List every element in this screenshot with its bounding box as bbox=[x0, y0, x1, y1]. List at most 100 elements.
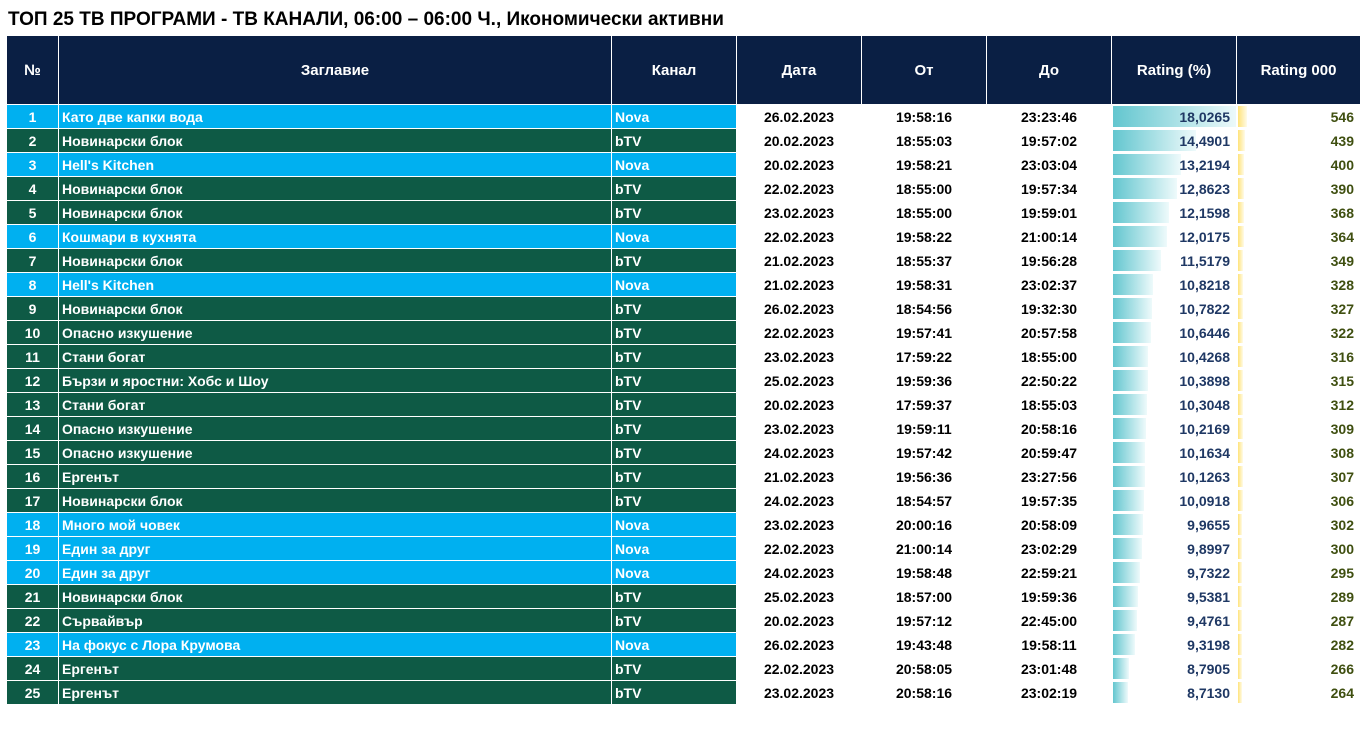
row-date: 23.02.2023 bbox=[736, 416, 862, 441]
row-to: 19:59:01 bbox=[986, 200, 1112, 225]
rating-000-value: 439 bbox=[1330, 132, 1354, 149]
header-to: До bbox=[986, 35, 1112, 105]
row-channel: bTV bbox=[611, 200, 737, 225]
row-channel: bTV bbox=[611, 440, 737, 465]
header-from: От bbox=[861, 35, 987, 105]
row-channel: bTV bbox=[611, 344, 737, 369]
rating-000-value: 287 bbox=[1330, 612, 1354, 629]
rating-000-value: 368 bbox=[1330, 204, 1354, 221]
rating-value: 8,7130 bbox=[1187, 684, 1230, 701]
header-channel: Канал bbox=[611, 35, 737, 105]
row-rating-percent: 13,2194 bbox=[1111, 152, 1237, 177]
row-rating-000: 368 bbox=[1236, 200, 1361, 225]
row-rating-000: 312 bbox=[1236, 392, 1361, 417]
row-rating-000: 289 bbox=[1236, 584, 1361, 609]
row-rating-percent: 8,7130 bbox=[1111, 680, 1237, 705]
rating-000-bar bbox=[1238, 658, 1242, 679]
table-row: 12 Бързи и яростни: Хобс и Шоу bTV 25.02.20… bbox=[6, 368, 1361, 393]
table-row: 3 Hell's Kitchen Nova 20.02.2023 19:58:21 23:… bbox=[6, 152, 1361, 177]
table-row: 4 Новинарски блок bTV 22.02.2023 18:55:00 19:… bbox=[6, 176, 1361, 201]
row-title: Ергенът bbox=[58, 656, 612, 681]
rating-value: 12,8623 bbox=[1179, 180, 1230, 197]
row-number: 8 bbox=[6, 272, 59, 297]
ratings-table: № Заглавие Канал Дата От До Rating (%) R… bbox=[6, 35, 1361, 705]
rating-value: 10,6446 bbox=[1179, 324, 1230, 341]
rating-bar bbox=[1113, 442, 1146, 463]
row-title: Кошмари в кухнята bbox=[58, 224, 612, 249]
row-rating-percent: 12,8623 bbox=[1111, 176, 1237, 201]
row-to: 22:59:21 bbox=[986, 560, 1112, 585]
row-to: 18:55:00 bbox=[986, 344, 1112, 369]
row-from: 17:59:22 bbox=[861, 344, 987, 369]
rating-000-value: 308 bbox=[1330, 444, 1354, 461]
table-row: 19 Един за друг Nova 22.02.2023 21:00:14 23:0… bbox=[6, 536, 1361, 561]
rating-000-value: 364 bbox=[1330, 228, 1354, 245]
row-title: Ергенът bbox=[58, 680, 612, 705]
rating-000-bar bbox=[1238, 106, 1247, 127]
row-title: Новинарски блок bbox=[58, 200, 612, 225]
row-title: Стани богат bbox=[58, 344, 612, 369]
row-rating-000: 400 bbox=[1236, 152, 1361, 177]
row-rating-000: 307 bbox=[1236, 464, 1361, 489]
row-from: 19:57:42 bbox=[861, 440, 987, 465]
row-rating-percent: 9,8997 bbox=[1111, 536, 1237, 561]
row-title: Новинарски блок bbox=[58, 248, 612, 273]
row-rating-000: 390 bbox=[1236, 176, 1361, 201]
row-date: 26.02.2023 bbox=[736, 296, 862, 321]
rating-bar bbox=[1113, 586, 1138, 607]
row-to: 23:02:29 bbox=[986, 536, 1112, 561]
row-number: 14 bbox=[6, 416, 59, 441]
table-row: 5 Новинарски блок bTV 23.02.2023 18:55:00 19:… bbox=[6, 200, 1361, 225]
rating-000-bar bbox=[1238, 514, 1243, 535]
rating-000-bar bbox=[1238, 346, 1243, 367]
rating-bar bbox=[1113, 202, 1169, 223]
row-channel: Nova bbox=[611, 224, 737, 249]
row-title: Новинарски блок bbox=[58, 128, 612, 153]
rating-000-value: 327 bbox=[1330, 300, 1354, 317]
row-number: 2 bbox=[6, 128, 59, 153]
row-from: 20:00:16 bbox=[861, 512, 987, 537]
row-title: Hell's Kitchen bbox=[58, 272, 612, 297]
rating-bar bbox=[1113, 490, 1145, 511]
rating-bar bbox=[1113, 658, 1130, 679]
row-rating-000: 322 bbox=[1236, 320, 1361, 345]
rating-value: 9,3198 bbox=[1187, 636, 1230, 653]
row-channel: Nova bbox=[611, 632, 737, 657]
row-rating-percent: 9,9655 bbox=[1111, 512, 1237, 537]
row-rating-000: 315 bbox=[1236, 368, 1361, 393]
row-to: 20:59:47 bbox=[986, 440, 1112, 465]
row-to: 18:55:03 bbox=[986, 392, 1112, 417]
rating-value: 9,8997 bbox=[1187, 540, 1230, 557]
rating-000-value: 316 bbox=[1330, 348, 1354, 365]
rating-value: 10,3898 bbox=[1179, 372, 1230, 389]
header-date: Дата bbox=[736, 35, 862, 105]
table-row: 17 Новинарски блок bTV 24.02.2023 18:54:57 19… bbox=[6, 488, 1361, 513]
row-channel: bTV bbox=[611, 656, 737, 681]
rating-000-bar bbox=[1238, 610, 1243, 631]
row-from: 18:55:37 bbox=[861, 248, 987, 273]
row-to: 22:45:00 bbox=[986, 608, 1112, 633]
row-title: Новинарски блок bbox=[58, 296, 612, 321]
rating-value: 10,3048 bbox=[1179, 396, 1230, 413]
rating-value: 10,8218 bbox=[1179, 276, 1230, 293]
row-channel: bTV bbox=[611, 248, 737, 273]
row-to: 23:23:46 bbox=[986, 104, 1112, 129]
row-title: Като две капки вода bbox=[58, 104, 612, 129]
rating-000-bar bbox=[1238, 130, 1245, 151]
row-title: На фокус с Лора Крумова bbox=[58, 632, 612, 657]
rating-value: 9,7322 bbox=[1187, 564, 1230, 581]
rating-bar bbox=[1113, 682, 1129, 703]
row-channel: Nova bbox=[611, 152, 737, 177]
row-rating-000: 546 bbox=[1236, 104, 1361, 129]
row-from: 19:58:16 bbox=[861, 104, 987, 129]
row-title: Hell's Kitchen bbox=[58, 152, 612, 177]
row-number: 9 bbox=[6, 296, 59, 321]
row-from: 21:00:14 bbox=[861, 536, 987, 561]
table-row: 18 Много мой човек Nova 23.02.2023 20:00:16 2… bbox=[6, 512, 1361, 537]
row-date: 20.02.2023 bbox=[736, 392, 862, 417]
row-from: 18:55:00 bbox=[861, 176, 987, 201]
row-to: 19:32:30 bbox=[986, 296, 1112, 321]
row-rating-000: 328 bbox=[1236, 272, 1361, 297]
row-rating-percent: 12,1598 bbox=[1111, 200, 1237, 225]
row-title: Стани богат bbox=[58, 392, 612, 417]
